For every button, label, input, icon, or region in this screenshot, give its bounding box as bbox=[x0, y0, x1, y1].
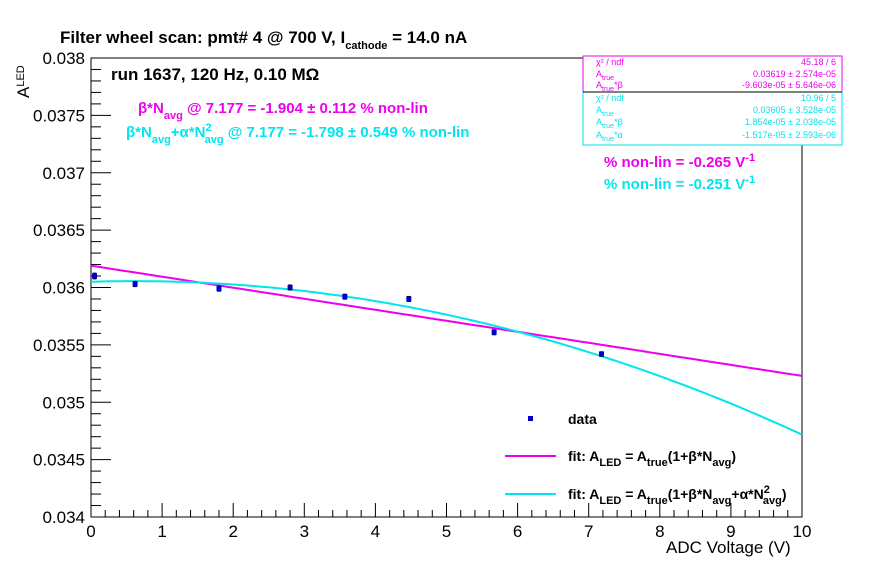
x-tick-label: 1 bbox=[157, 522, 166, 541]
y-tick-label: 0.0355 bbox=[33, 336, 85, 355]
svg-text:χ² / ndf: χ² / ndf bbox=[596, 93, 624, 103]
fit1-stats-box: χ² / ndf 45.18 / 6 Atrue 0.03619 ± 2.574… bbox=[582, 55, 843, 93]
svg-text:Atrue*α: Atrue*α bbox=[596, 130, 623, 143]
svg-text:Atrue: Atrue bbox=[596, 105, 614, 118]
y-tick-label: 0.0365 bbox=[33, 221, 85, 240]
svg-text:1.854e-05 ± 2.038e-05: 1.854e-05 ± 2.038e-05 bbox=[745, 117, 836, 127]
fit1-nonlin-annotation: β*Navg @ 7.177 = -1.904 ± 0.112 % non-li… bbox=[138, 100, 428, 122]
data-points bbox=[92, 272, 604, 357]
y-tick-label: 0.034 bbox=[42, 508, 85, 527]
x-tick-label: 9 bbox=[726, 522, 735, 541]
legend-data-label: data bbox=[568, 411, 597, 427]
x-tick-label: 0 bbox=[86, 522, 95, 541]
x-tick-label: 6 bbox=[513, 522, 522, 541]
svg-text:-1.517e-05 ± 2.593e-06: -1.517e-05 ± 2.593e-06 bbox=[742, 130, 836, 140]
x-tick-label: 2 bbox=[228, 522, 237, 541]
data-point bbox=[406, 295, 412, 302]
data-point bbox=[287, 284, 293, 291]
legend-fit1-label: fit: ALED = Atrue(1+β*Navg) bbox=[568, 448, 736, 469]
svg-text:10.96 / 5: 10.96 / 5 bbox=[801, 93, 836, 103]
fit2-curve bbox=[90, 280, 803, 436]
y-tick-label: 0.036 bbox=[42, 279, 85, 298]
fit2-stats-box: χ² / ndf 10.96 / 5 Atrue 0.03605 ± 3.528… bbox=[582, 91, 843, 146]
data-point bbox=[491, 329, 497, 336]
legend-data-marker bbox=[528, 416, 533, 421]
y-tick-labels: 0.034 0.0345 0.035 0.0355 0.036 0.0365 0.037 0.… bbox=[33, 49, 85, 527]
fit2-slope-annotation: % non-lin = -0.251 V-1 bbox=[604, 174, 755, 193]
x-tick-label: 5 bbox=[442, 522, 451, 541]
x-tick-label: 4 bbox=[371, 522, 380, 541]
svg-text:Atrue: Atrue bbox=[596, 69, 614, 82]
y-tick-label: 0.035 bbox=[42, 393, 85, 412]
fit1-slope-annotation: % non-lin = -0.265 V-1 bbox=[604, 152, 755, 171]
data-point bbox=[598, 351, 604, 357]
y-tick-label: 0.037 bbox=[42, 164, 85, 183]
y-tick-label: 0.0375 bbox=[33, 106, 85, 125]
svg-text:χ² / ndf: χ² / ndf bbox=[596, 57, 624, 67]
x-axis-label: ADC Voltage (V) bbox=[666, 538, 791, 557]
x-tick-label: 8 bbox=[655, 522, 664, 541]
axis-ticks bbox=[90, 57, 803, 518]
x-tick-label: 3 bbox=[300, 522, 309, 541]
x-tick-label: 7 bbox=[584, 522, 593, 541]
data-point bbox=[342, 293, 348, 300]
svg-text:Atrue*β: Atrue*β bbox=[596, 117, 623, 130]
svg-text:-9.603e-05 ± 5.646e-06: -9.603e-05 ± 5.646e-06 bbox=[742, 80, 836, 90]
y-axis-label: ALED bbox=[14, 65, 33, 98]
y-tick-label: 0.038 bbox=[42, 49, 85, 68]
svg-text:Atrue*β: Atrue*β bbox=[596, 80, 623, 93]
data-point bbox=[92, 272, 98, 280]
chart-title: Filter wheel scan: pmt# 4 @ 700 V, Icath… bbox=[60, 28, 467, 52]
svg-text:0.03619 ± 2.574e-05: 0.03619 ± 2.574e-05 bbox=[753, 69, 836, 79]
legend-fit2-label: fit: ALED = Atrue(1+β*Navg+α*N2 avg) bbox=[568, 484, 787, 507]
legend: data fit: ALED = Atrue(1+β*Navg) fit: AL… bbox=[505, 411, 787, 507]
svg-text:0.03605 ± 3.528e-05: 0.03605 ± 3.528e-05 bbox=[753, 105, 836, 115]
x-tick-label: 10 bbox=[793, 522, 812, 541]
run-info: run 1637, 120 Hz, 0.10 MΩ bbox=[111, 65, 319, 84]
data-point bbox=[216, 285, 222, 292]
fit2-nonlin-annotation: β*Navg+α*N2 avg @ 7.177 = -1.798 ± 0.549 … bbox=[126, 122, 469, 146]
x-tick-labels: 0 1 2 3 4 5 6 7 8 9 10 bbox=[86, 522, 811, 541]
y-tick-label: 0.0345 bbox=[33, 451, 85, 470]
data-point bbox=[132, 281, 138, 288]
svg-text:45.18 / 6: 45.18 / 6 bbox=[801, 57, 836, 67]
